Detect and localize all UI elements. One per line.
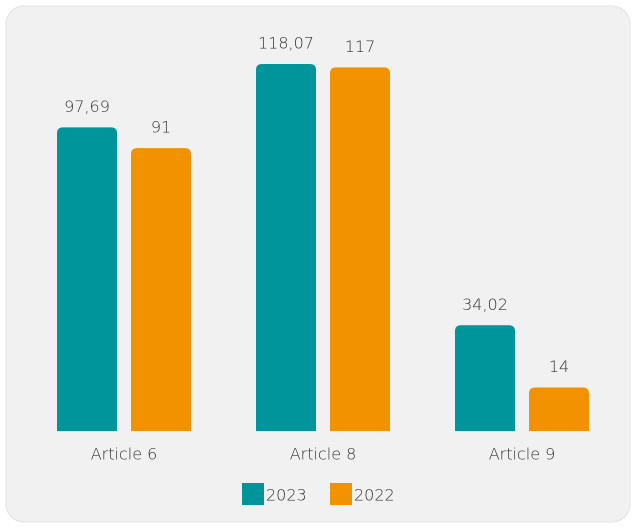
value-label: 14 bbox=[549, 357, 569, 376]
bar bbox=[131, 148, 191, 431]
bar bbox=[455, 325, 515, 431]
bar bbox=[330, 67, 390, 432]
x-tick-label: Article 8 bbox=[290, 445, 357, 464]
legend-label: 2023 bbox=[266, 486, 307, 505]
legend-swatch bbox=[242, 483, 264, 505]
value-label: 91 bbox=[151, 118, 171, 137]
bar bbox=[57, 127, 117, 432]
value-label: 117 bbox=[345, 37, 376, 56]
bar bbox=[256, 64, 316, 431]
x-tick-label: Article 9 bbox=[489, 445, 556, 464]
legend-label: 2022 bbox=[354, 486, 395, 505]
value-label: 118,07 bbox=[258, 34, 314, 53]
legend-swatch bbox=[330, 483, 352, 505]
value-label: 97,69 bbox=[64, 97, 110, 116]
bar bbox=[529, 387, 589, 431]
value-label: 34,02 bbox=[462, 295, 508, 314]
x-tick-label: Article 6 bbox=[91, 445, 158, 464]
